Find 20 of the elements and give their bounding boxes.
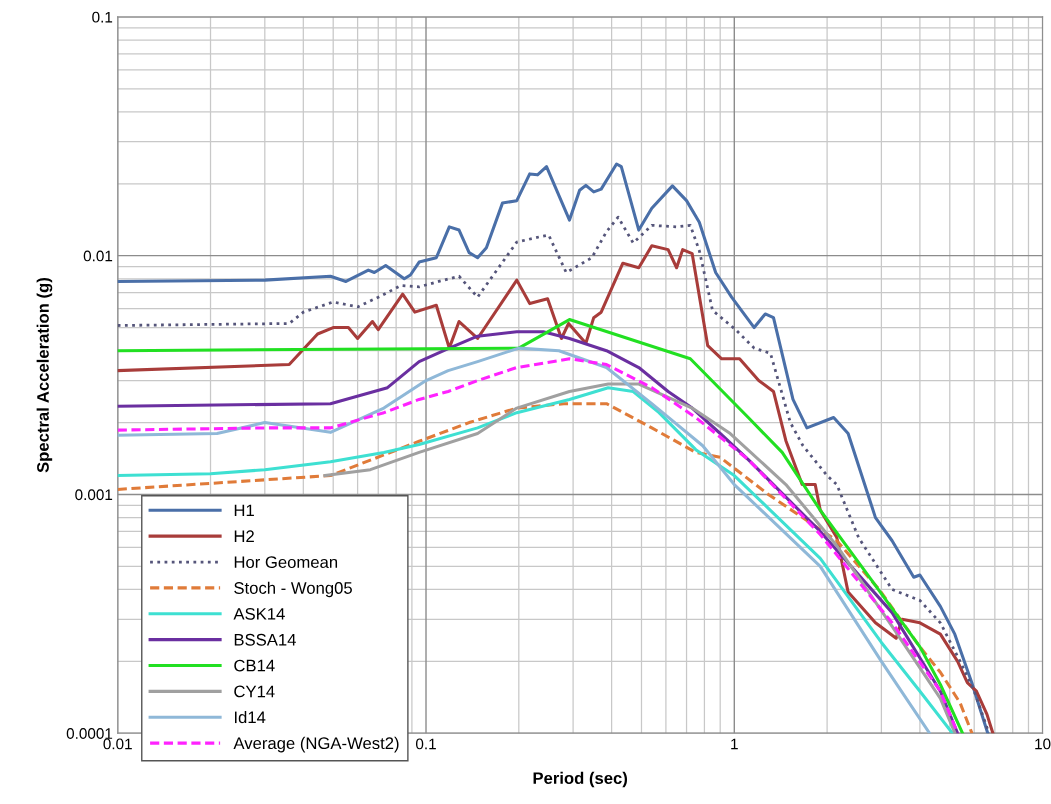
legend-label: Stoch - Wong05 bbox=[234, 581, 352, 598]
x-tick-label: 0.01 bbox=[103, 738, 132, 750]
legend-label: H2 bbox=[234, 530, 254, 542]
y-tick-label: 0.001 bbox=[75, 489, 113, 501]
legend-label: ASK14 bbox=[233, 607, 285, 620]
x-axis-title: Period (sec) bbox=[533, 771, 628, 788]
x-tick-label: 0.1 bbox=[415, 738, 436, 750]
y-tick-label: 0.01 bbox=[83, 250, 113, 262]
legend-label: BSSA14 bbox=[234, 633, 296, 646]
y-tick-label: 0.1 bbox=[92, 11, 113, 23]
x-tick-label: 1 bbox=[731, 738, 738, 750]
x-tick-label: 10 bbox=[1035, 738, 1051, 750]
legend-label: CB14 bbox=[234, 659, 275, 672]
legend-label: H1 bbox=[234, 504, 254, 517]
legend-label: Average (NGA-West2) bbox=[233, 736, 399, 753]
legend-label: CY14 bbox=[234, 685, 275, 698]
legend-label: Id14 bbox=[234, 710, 266, 724]
y-axis-title: Spectral Acceleration (g) bbox=[36, 278, 53, 473]
legend-label: Hor Geomean bbox=[234, 556, 338, 569]
y-tick-label: 0.0001 bbox=[66, 728, 113, 739]
